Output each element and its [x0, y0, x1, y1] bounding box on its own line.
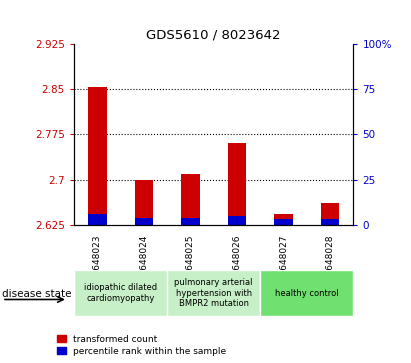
Text: pulmonary arterial
hypertension with
BMPR2 mutation: pulmonary arterial hypertension with BMP… — [175, 278, 253, 308]
Bar — [134, 218, 153, 225]
Bar — [181, 174, 200, 225]
Bar — [134, 180, 153, 225]
Bar — [274, 214, 293, 225]
Bar — [321, 203, 339, 225]
FancyBboxPatch shape — [260, 270, 353, 316]
Legend: transformed count, percentile rank within the sample: transformed count, percentile rank withi… — [54, 333, 229, 359]
Bar — [274, 219, 293, 225]
Bar — [181, 218, 200, 225]
Bar — [228, 143, 246, 225]
FancyBboxPatch shape — [167, 270, 260, 316]
Text: idiopathic dilated
cardiomyopathy: idiopathic dilated cardiomyopathy — [84, 284, 157, 303]
Bar — [321, 219, 339, 225]
Text: disease state: disease state — [2, 289, 72, 299]
Text: healthy control: healthy control — [275, 289, 339, 298]
Bar — [88, 87, 106, 225]
FancyBboxPatch shape — [74, 270, 167, 316]
Bar — [228, 216, 246, 225]
Title: GDS5610 / 8023642: GDS5610 / 8023642 — [146, 28, 281, 41]
Bar — [88, 214, 106, 225]
